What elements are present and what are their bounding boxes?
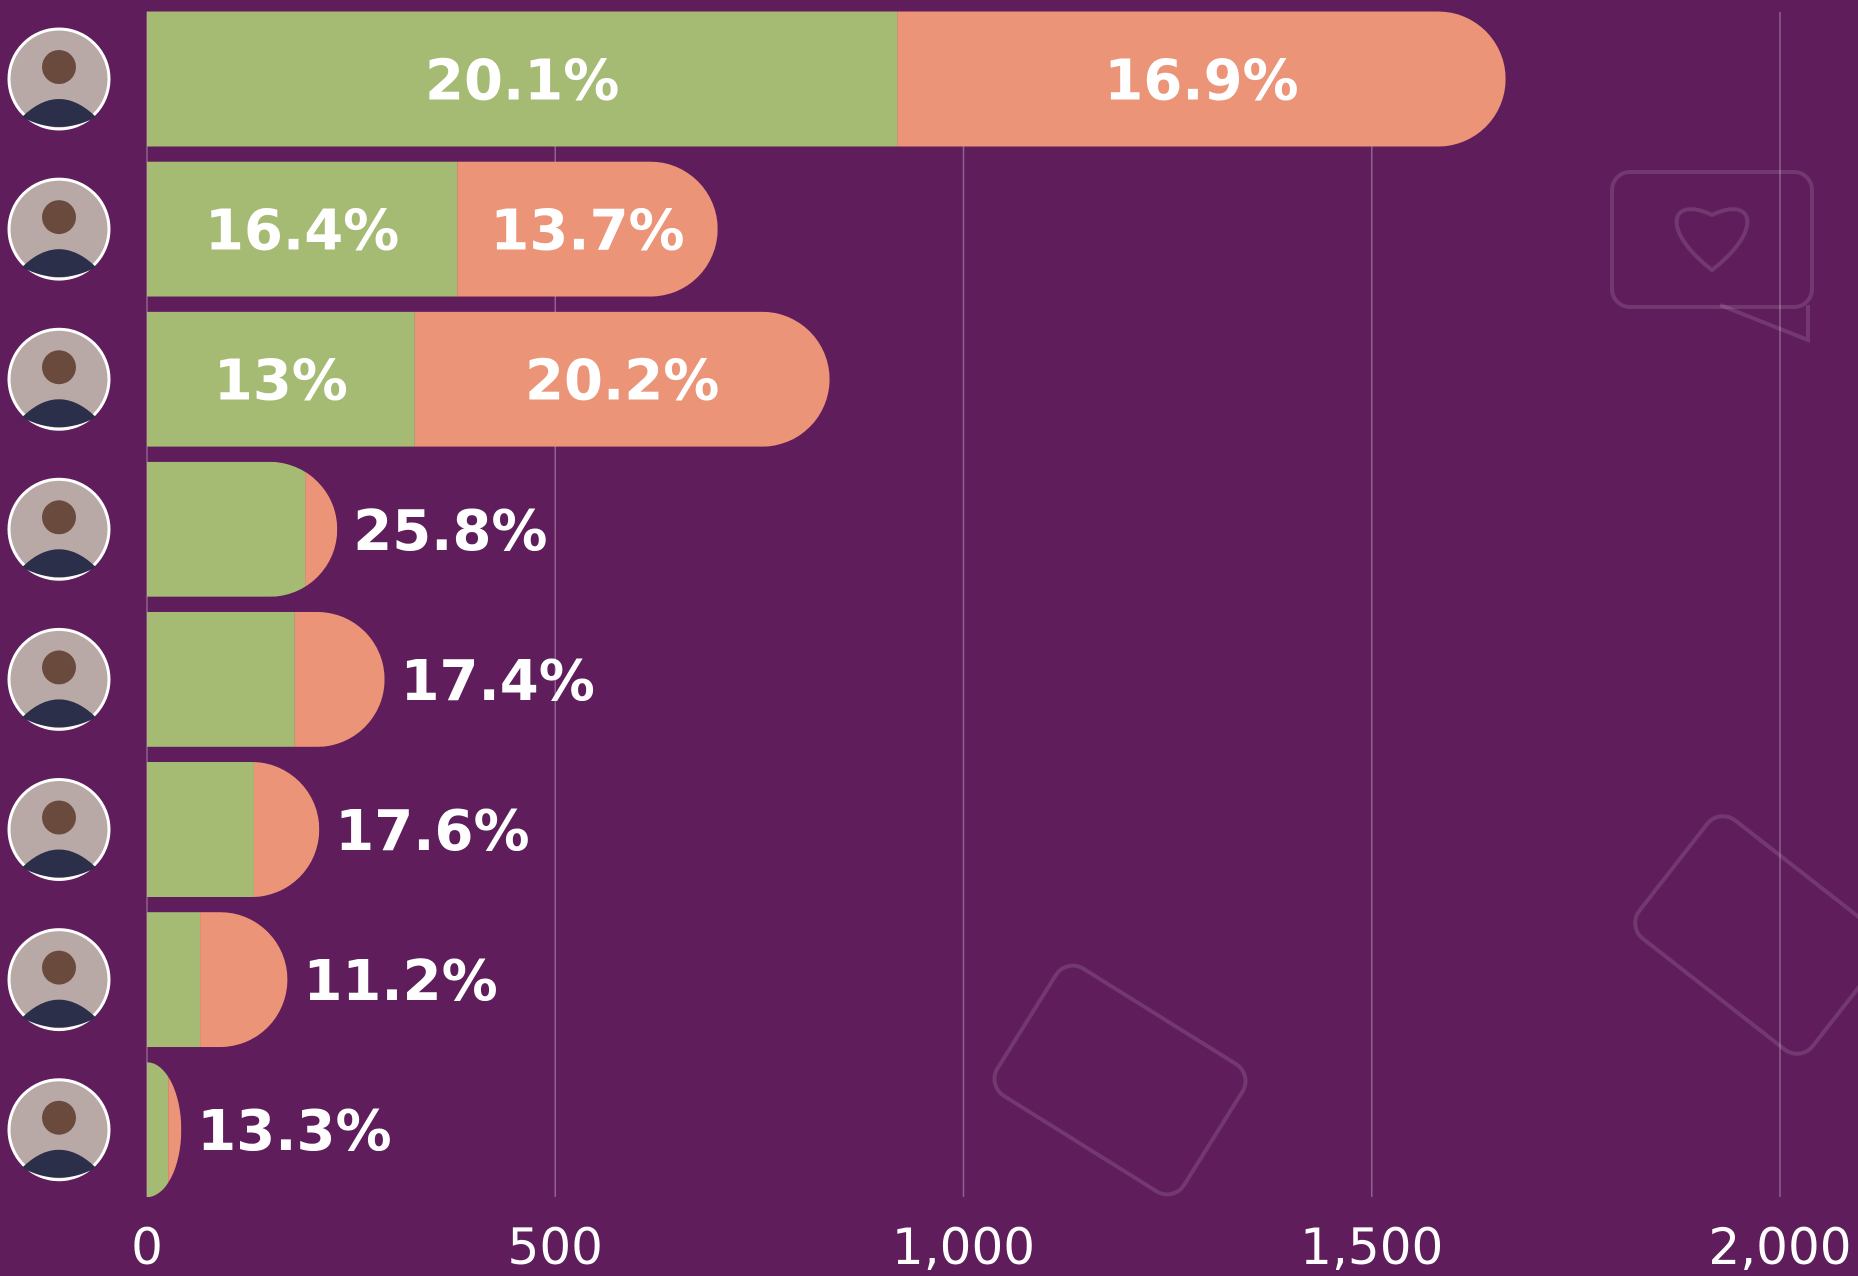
avatar-head [42,801,76,835]
bar-label: 20.1% [425,49,619,114]
x-tick-label: 0 [131,1218,163,1276]
x-tick-label: 1,500 [1300,1218,1443,1276]
bar-segment [147,912,200,1047]
bar-label: 20.2% [525,349,719,414]
x-tick-label: 500 [508,1218,603,1276]
avatar-head [42,650,76,684]
bar-label: 13% [214,349,348,414]
page: 0 500 1,000 1,500 2,000 20.1% 16.9% 16.4% 13.7% 1… [0,0,1858,1276]
avatar-head [42,1101,76,1135]
avatar-head [42,951,76,985]
bar-label: 17.6% [335,799,529,864]
bar-row [147,612,385,747]
bar-label: 11.2% [303,949,497,1014]
chart: 0 500 1,000 1,500 2,000 20.1% 16.9% 16.4% 13.7% 1… [0,0,1858,1276]
bar-segment [147,612,295,747]
bar-segment [147,762,254,897]
x-tick-label: 2,000 [1708,1218,1851,1276]
avatar-head [42,350,76,384]
x-tick-label: 1,000 [892,1218,1035,1276]
bar-segment [147,462,305,597]
bar-row [147,462,337,597]
bar-label: 16.4% [205,199,399,264]
avatar-head [42,500,76,534]
bar-label: 16.9% [1104,49,1298,114]
bar-label: 25.8% [353,499,547,564]
avatar-head [42,200,76,234]
bar-row [147,912,287,1047]
bar-segment [147,1062,168,1197]
bar-label: 13.3% [197,1099,391,1164]
bar-label: 13.7% [490,199,684,264]
bar-label: 17.4% [401,649,595,714]
bar-row [147,12,1506,147]
avatar-head [42,50,76,84]
bar-row [147,762,319,897]
